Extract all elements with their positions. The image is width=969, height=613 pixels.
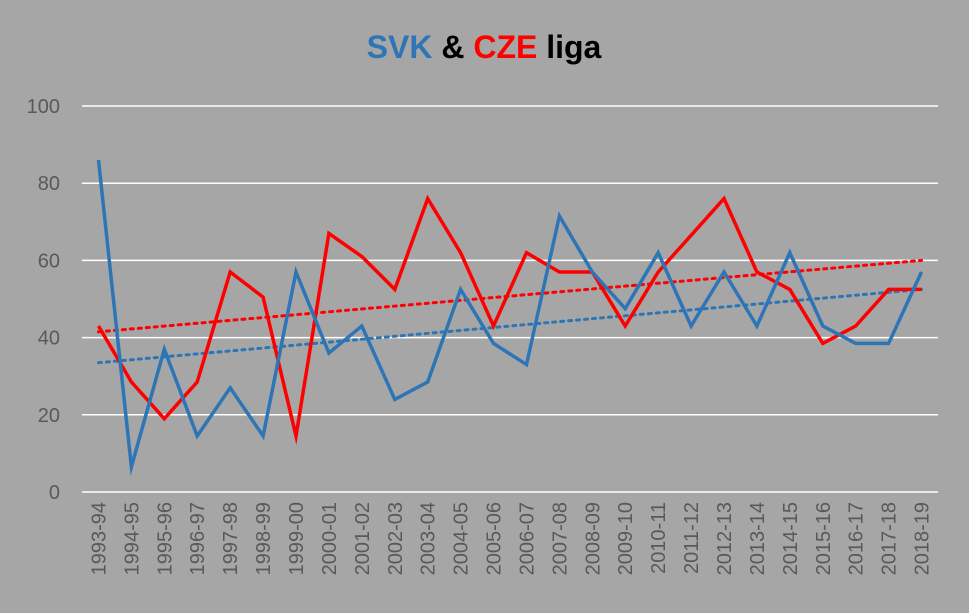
x-tick-label: 1998-99 [253,502,275,575]
x-tick-label: 2006-07 [516,502,538,575]
x-tick-label: 2011-12 [681,502,703,574]
x-tick-label: 1999-00 [286,502,308,575]
x-tick-label: 1997-98 [220,502,242,575]
x-axis-ticks: 1993-94 1994-95 1995-96 1996-97 1997-98 1998-… [88,502,933,575]
x-tick-label: 2007-08 [549,502,571,575]
x-tick-label: 2013-14 [747,502,769,575]
x-tick-label: 2004-05 [451,502,473,575]
x-tick-label: 2009-10 [615,502,637,575]
x-tick-label: 2014-15 [780,502,802,575]
x-tick-label: 2017-18 [879,502,901,575]
x-tick-label: 1994-95 [121,502,143,575]
x-tick-label: 2010-11 [648,502,670,574]
x-tick-label: 2016-17 [846,502,868,575]
x-tick-label: 2012-13 [714,502,736,575]
trendline [96,258,924,334]
x-tick-label: 2002-03 [385,502,407,575]
trendline [96,287,924,365]
x-tick-label: 2001-02 [352,502,374,575]
y-tick-label: 100 [27,96,60,118]
x-tick-label: 2018-19 [912,502,934,575]
series-line [96,159,924,477]
y-tick-label: 40 [38,328,60,350]
chart-title: SVK & CZE liga [367,29,602,65]
title-part: & [432,29,473,65]
x-tick-label: 2005-06 [484,502,506,575]
x-tick-label: 1995-96 [154,502,176,575]
y-tick-label: 0 [49,482,60,504]
x-tick-label: 2008-09 [582,502,604,575]
y-axis-ticks: 0 20 40 60 80 100 [27,96,60,504]
y-tick-label: 80 [38,173,60,195]
x-tick-label: 2000-01 [319,502,341,575]
gridlines [82,105,938,493]
series-line [96,194,922,445]
title-part: SVK [367,29,433,65]
y-tick-label: 60 [38,250,60,272]
title-part: liga [537,29,601,65]
x-tick-label: 2003-04 [418,502,440,575]
title-part: CZE [473,29,537,65]
y-tick-label: 20 [38,405,60,427]
trendlines [96,258,924,365]
x-tick-label: 1996-97 [187,502,209,575]
series-lines [96,159,924,477]
x-tick-label: 1993-94 [88,502,110,575]
x-tick-label: 2015-16 [813,502,835,575]
